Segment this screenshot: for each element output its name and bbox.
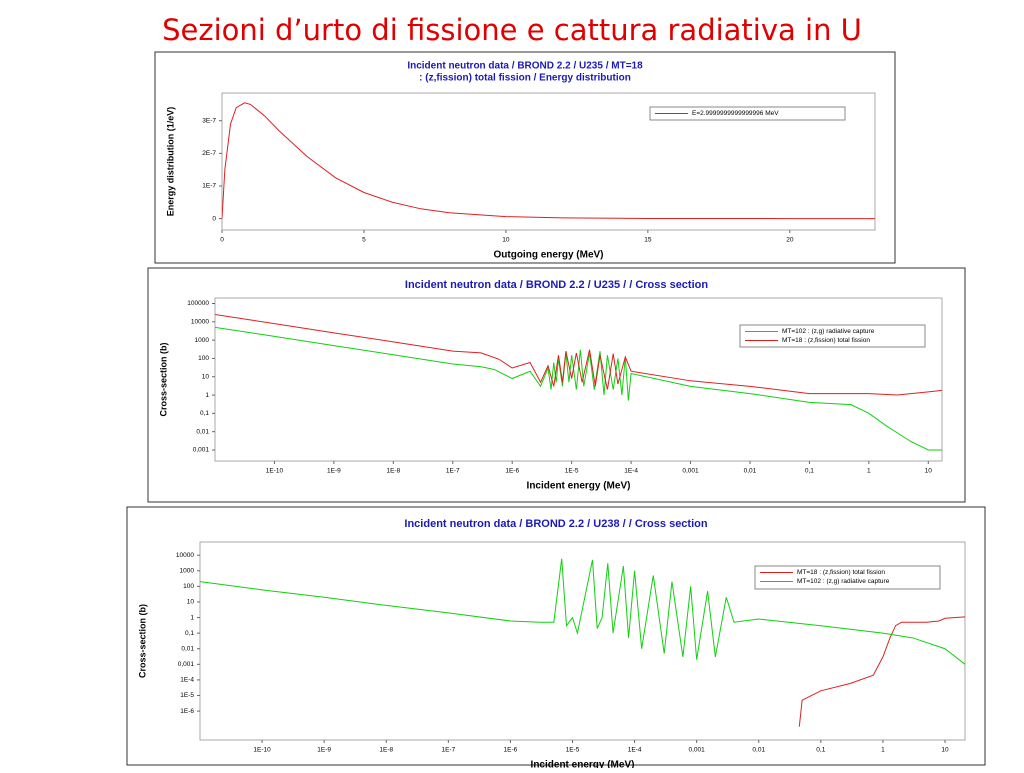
chart: Incident neutron data / BROND 2.2 / U238… [126, 506, 986, 771]
legend-label: MT=102 : (z,g) radiative capture [797, 578, 890, 585]
x-axis-label: Incident energy (MeV) [527, 481, 631, 492]
y-tick-label: 100000 [187, 300, 209, 307]
chart: Incident neutron data / BROND 2.2 / U235… [154, 51, 896, 264]
y-tick-label: 1E-5 [180, 692, 194, 699]
chart-title: : (z,fission) total fission / Energy dis… [419, 73, 631, 84]
y-tick-label: 0 [212, 215, 216, 222]
y-tick-label: 2E-7 [202, 150, 216, 157]
y-tick-label: 10000 [176, 552, 194, 559]
y-tick-label: 1E-6 [180, 708, 194, 715]
series-line [215, 314, 942, 396]
legend-label: MT=18 : (z,fission) total fission [797, 569, 885, 576]
x-tick-label: 0 [220, 237, 224, 244]
x-tick-label: 5 [362, 237, 366, 244]
y-tick-label: 10000 [191, 319, 209, 326]
y-tick-label: 3E-7 [202, 117, 216, 124]
y-tick-label: 1 [190, 614, 194, 621]
x-tick-label: 20 [786, 237, 794, 244]
y-tick-label: 100 [183, 583, 194, 590]
y-tick-label: 10 [202, 373, 210, 380]
legend-label: MT=18 : (z,fission) total fission [782, 337, 870, 344]
slide-title: Sezioni d’urto di fissione e cattura rad… [162, 13, 862, 47]
x-tick-label: 0,001 [682, 468, 699, 475]
x-tick-label: 0,1 [805, 468, 814, 475]
legend-label: MT=102 : (z,g) radiative capture [782, 328, 875, 335]
y-tick-label: 0,001 [193, 447, 210, 454]
series-line [215, 326, 942, 451]
legend-box [739, 324, 926, 348]
y-tick-label: 1E-7 [202, 183, 216, 190]
series-line [200, 558, 965, 665]
x-tick-label: 1E-9 [327, 468, 341, 475]
x-tick-label: 1 [867, 468, 871, 475]
y-tick-label: 1 [205, 392, 209, 399]
x-tick-label: 1E-4 [628, 747, 642, 754]
x-tick-label: 0,001 [689, 747, 706, 754]
x-tick-label: 1E-7 [446, 468, 460, 475]
x-tick-label: 1E-8 [379, 747, 393, 754]
series-line [798, 616, 965, 727]
x-axis-label: Incident energy (MeV) [531, 760, 635, 768]
y-tick-label: 0,01 [196, 428, 209, 435]
x-tick-label: 1E-6 [505, 468, 519, 475]
x-tick-label: 10 [925, 468, 933, 475]
series-line [222, 102, 875, 220]
y-tick-label: 100 [198, 355, 209, 362]
x-tick-label: 1E-9 [317, 747, 331, 754]
y-axis-label: Cross-section (b) [158, 342, 168, 416]
y-tick-label: 0,1 [200, 410, 209, 417]
x-tick-label: 1 [881, 747, 885, 754]
chart: Incident neutron data / BROND 2.2 / U235… [147, 267, 966, 503]
x-tick-label: 0,01 [752, 747, 765, 754]
legend-box [754, 565, 941, 590]
x-tick-label: 1E-4 [624, 468, 638, 475]
y-axis-label: Energy distribution (1/eV) [165, 107, 175, 217]
chart-title: Incident neutron data / BROND 2.2 / U238… [404, 518, 707, 530]
x-tick-label: 10 [941, 747, 949, 754]
x-tick-label: 0,01 [744, 468, 757, 475]
plot-area [214, 297, 943, 462]
x-tick-label: 0,1 [816, 747, 825, 754]
x-tick-label: 1E-10 [266, 468, 284, 475]
x-tick-label: 1E-6 [504, 747, 518, 754]
y-tick-label: 0,01 [181, 645, 194, 652]
y-tick-label: 1E-4 [180, 677, 194, 684]
y-tick-label: 10 [187, 599, 195, 606]
x-tick-label: 1E-7 [441, 747, 455, 754]
y-axis-label: Cross-section (b) [137, 604, 147, 678]
x-tick-label: 1E-5 [565, 468, 579, 475]
chart-title: Incident neutron data / BROND 2.2 / U235… [405, 279, 708, 291]
x-tick-label: 1E-5 [566, 747, 580, 754]
chart-title: Incident neutron data / BROND 2.2 / U235… [407, 61, 643, 72]
x-axis-label: Outgoing energy (MeV) [494, 250, 604, 261]
y-tick-label: 1000 [180, 567, 195, 574]
y-tick-label: 0,001 [178, 661, 195, 668]
legend-box [649, 106, 846, 121]
legend-label: E=2.9999999999999996 MeV [692, 110, 779, 117]
x-tick-label: 1E-10 [253, 747, 271, 754]
x-tick-label: 1E-8 [386, 468, 400, 475]
y-tick-label: 1000 [195, 337, 210, 344]
x-tick-label: 15 [644, 237, 652, 244]
x-tick-label: 10 [502, 237, 510, 244]
y-tick-label: 0,1 [185, 630, 194, 637]
